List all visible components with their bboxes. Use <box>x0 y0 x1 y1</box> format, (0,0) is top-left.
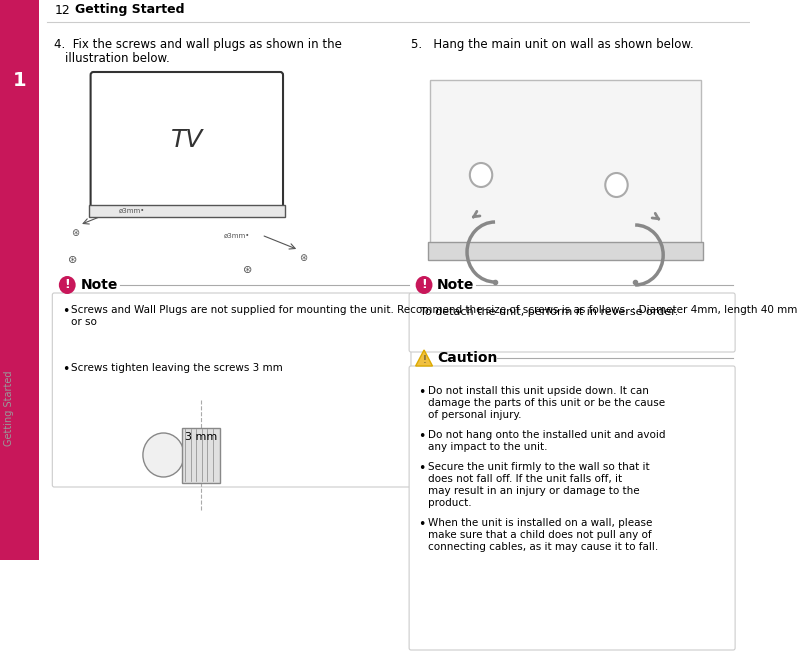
Text: 4.  Fix the screws and wall plugs as shown in the: 4. Fix the screws and wall plugs as show… <box>54 38 342 51</box>
Text: may result in an injury or damage to the: may result in an injury or damage to the <box>427 486 638 496</box>
Text: To detach the unit, perform it in reverse order.: To detach the unit, perform it in revers… <box>419 307 678 317</box>
Bar <box>182 428 219 483</box>
Text: Caution: Caution <box>436 351 497 365</box>
Text: When the unit is installed on a wall, please: When the unit is installed on a wall, pl… <box>427 518 651 528</box>
Text: Note: Note <box>80 278 118 292</box>
Text: Note: Note <box>436 278 474 292</box>
Text: •: • <box>418 518 425 531</box>
Text: ⊛: ⊛ <box>68 255 78 265</box>
Text: 5.   Hang the main unit on wall as shown below.: 5. Hang the main unit on wall as shown b… <box>411 38 693 51</box>
Text: Secure the unit firmly to the wall so that it: Secure the unit firmly to the wall so th… <box>427 462 649 472</box>
FancyBboxPatch shape <box>52 293 411 487</box>
Text: make sure that a child does not pull any of: make sure that a child does not pull any… <box>427 530 650 540</box>
Text: !: ! <box>421 279 427 292</box>
Text: ⊛: ⊛ <box>242 265 252 275</box>
Text: connecting cables, as it may cause it to fall.: connecting cables, as it may cause it to… <box>427 542 657 552</box>
Text: 3 mm: 3 mm <box>184 432 217 442</box>
Text: 12: 12 <box>54 3 70 16</box>
Bar <box>427 242 703 260</box>
Polygon shape <box>415 350 432 366</box>
Text: TV: TV <box>170 128 203 152</box>
Text: Screws tighten leaving the screws 3 mm: Screws tighten leaving the screws 3 mm <box>71 363 282 373</box>
Text: •: • <box>62 305 69 318</box>
Text: Getting Started: Getting Started <box>75 3 184 16</box>
Text: ⊛: ⊛ <box>71 228 79 238</box>
Bar <box>0 0 39 560</box>
Text: Screws and Wall Plugs are not supplied for mounting the unit. Recommend the size: Screws and Wall Plugs are not supplied f… <box>71 305 796 327</box>
Text: •: • <box>418 386 425 399</box>
Text: Do not hang onto the installed unit and avoid: Do not hang onto the installed unit and … <box>427 430 665 440</box>
Text: !: ! <box>64 279 70 292</box>
Text: •: • <box>418 430 425 443</box>
Text: damage the parts of this unit or be the cause: damage the parts of this unit or be the … <box>427 398 664 408</box>
Text: 1: 1 <box>13 70 26 89</box>
Bar <box>429 80 699 255</box>
Circle shape <box>469 163 492 187</box>
Bar <box>89 205 285 217</box>
FancyBboxPatch shape <box>91 72 282 208</box>
Text: product.: product. <box>427 498 471 508</box>
Circle shape <box>605 173 627 197</box>
Text: ø3mm•: ø3mm• <box>224 233 250 239</box>
Text: ø3mm•: ø3mm• <box>119 208 144 214</box>
Text: illustration below.: illustration below. <box>65 52 170 65</box>
Text: ⊛: ⊛ <box>299 253 307 263</box>
Circle shape <box>415 276 432 294</box>
FancyBboxPatch shape <box>408 293 734 352</box>
Text: •: • <box>418 462 425 475</box>
Text: Do not install this unit upside down. It can: Do not install this unit upside down. It… <box>427 386 648 396</box>
Circle shape <box>143 433 184 477</box>
FancyBboxPatch shape <box>408 366 734 650</box>
Text: !: ! <box>422 355 426 365</box>
Text: does not fall off. If the unit falls off, it: does not fall off. If the unit falls off… <box>427 474 622 484</box>
Circle shape <box>59 276 75 294</box>
Text: of personal injury.: of personal injury. <box>427 410 520 420</box>
Text: any impact to the unit.: any impact to the unit. <box>427 442 547 452</box>
Text: •: • <box>62 363 69 376</box>
Text: Getting Started: Getting Started <box>4 371 14 445</box>
